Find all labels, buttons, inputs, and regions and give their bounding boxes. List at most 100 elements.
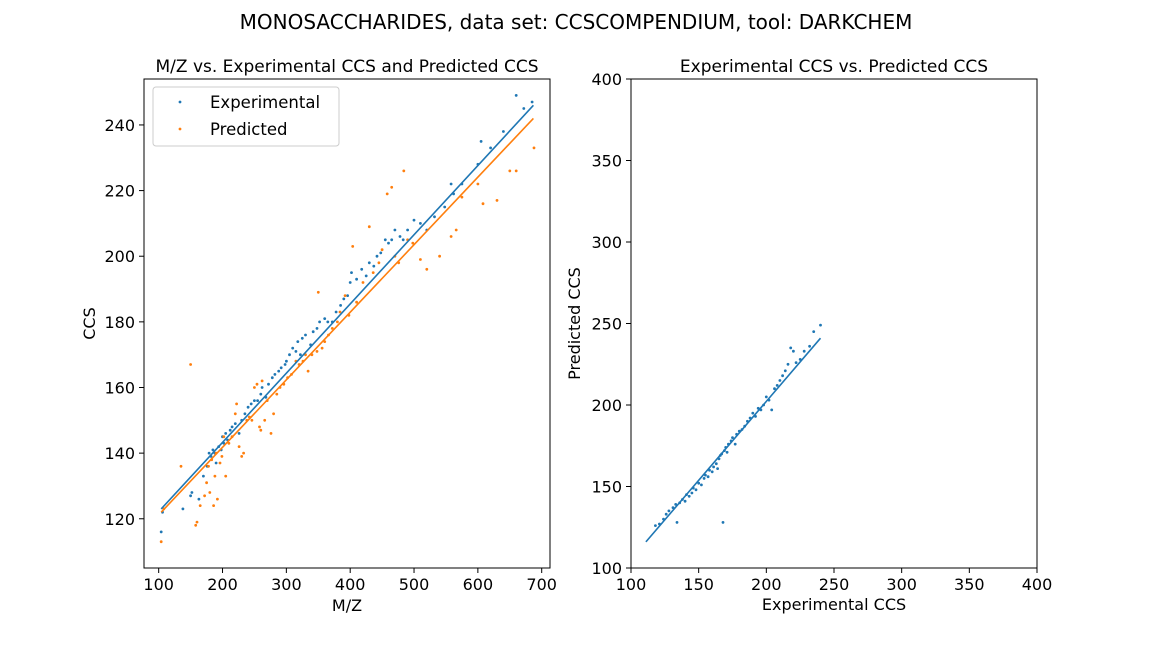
left-series-1-point <box>275 392 279 396</box>
left-series-0-point <box>243 412 247 416</box>
left-chart-fit-lines <box>160 104 534 513</box>
right-series-0-point <box>783 369 787 373</box>
y-tick-label: 350 <box>591 152 622 171</box>
right-series-0-point <box>792 349 795 353</box>
right-series-0-point <box>714 462 718 466</box>
left-series-0-point <box>379 251 383 255</box>
left-series-1-point <box>269 432 273 435</box>
left-series-0-point <box>406 228 409 232</box>
right-series-0-point <box>683 499 687 503</box>
left-series-1-point <box>263 418 267 422</box>
y-tick-label: 250 <box>591 315 622 334</box>
left-chart: M/Z vs. Experimental CCS and Predicted C… <box>80 57 557 615</box>
left-series-1-point <box>449 235 453 238</box>
left-series-0-point <box>189 494 193 498</box>
left-series-1-point <box>343 294 347 297</box>
right-series-0-point <box>731 436 734 439</box>
left-series-0-point <box>277 369 281 373</box>
right-chart-fit-lines <box>645 337 822 543</box>
left-series-0-point <box>339 304 342 307</box>
right-series-0-point <box>789 346 793 350</box>
right-chart-y-label: Predicted CCS <box>565 267 584 380</box>
left-series-0-point <box>181 507 185 511</box>
left-series-1-fit-line <box>160 117 534 513</box>
right-series-0-point <box>725 450 729 454</box>
x-tick-label: 500 <box>399 575 430 594</box>
legend-predicted-label: Predicted <box>210 120 287 139</box>
left-series-0-point <box>211 448 215 452</box>
x-tick-label: 100 <box>143 575 174 594</box>
left-series-0-point <box>346 294 349 297</box>
right-series-0-point <box>721 521 725 524</box>
left-series-1-point <box>207 464 210 468</box>
left-series-1-point <box>198 504 202 507</box>
left-series-0-point <box>383 238 387 242</box>
left-series-0-point <box>401 238 405 242</box>
legend-predicted-marker <box>178 127 182 131</box>
left-series-1-point <box>351 245 355 248</box>
left-series-1-point <box>306 369 310 373</box>
right-series-0-point <box>706 475 710 479</box>
left-series-1-point <box>237 445 241 448</box>
left-series-1-point <box>227 441 231 445</box>
left-series-1-point <box>371 271 375 274</box>
left-series-1-point <box>377 261 381 265</box>
left-series-1-point <box>260 379 264 383</box>
left-series-0-point <box>393 228 397 232</box>
right-series-0-point <box>697 481 701 485</box>
left-chart-frame <box>143 78 551 569</box>
left-series-0-point <box>304 333 307 337</box>
right-series-0-point <box>773 387 776 391</box>
left-series-1-point <box>179 464 183 468</box>
figure-suptitle: MONOSACCHARIDES, data set: CCSCOMPENDIUM… <box>240 10 913 34</box>
right-series-0-point <box>819 323 822 327</box>
right-series-0-point <box>786 362 790 366</box>
left-series-1-point <box>380 248 384 252</box>
left-series-1-point <box>194 523 198 527</box>
x-tick-label: 400 <box>335 575 366 594</box>
x-tick-label: 600 <box>463 575 494 594</box>
left-series-0-point <box>502 130 505 133</box>
left-series-0-point <box>443 205 447 209</box>
left-series-1-point <box>195 520 199 524</box>
left-series-1-point <box>250 418 254 422</box>
left-series-1-point <box>330 327 334 330</box>
right-chart-points <box>654 323 822 527</box>
left-series-0-point <box>300 336 304 340</box>
left-series-1-point <box>218 461 222 465</box>
right-chart-title: Experimental CCS vs. Predicted CCS <box>680 57 988 77</box>
right-series-0-point <box>794 361 798 364</box>
right-chart-x-ticks: 100 150 200 250 300 350 400 <box>616 568 1052 594</box>
legend-experimental-label: Experimental <box>210 93 320 112</box>
left-series-0-point <box>202 474 205 478</box>
left-chart-points <box>159 94 536 544</box>
left-series-0-fit-line <box>160 104 534 510</box>
x-tick-label: 700 <box>526 575 557 594</box>
left-series-0-point <box>398 235 402 238</box>
x-tick-label: 100 <box>616 575 647 594</box>
left-series-0-point <box>326 320 330 324</box>
left-series-1-point <box>402 169 406 173</box>
legend-frame <box>152 86 340 147</box>
left-series-1-point <box>212 504 216 507</box>
right-series-0-point <box>764 395 768 399</box>
y-tick-label: 100 <box>591 559 622 578</box>
left-series-0-point <box>230 425 234 429</box>
left-series-1-point <box>481 202 485 206</box>
y-tick-label: 200 <box>591 396 622 415</box>
left-series-1-point <box>476 182 480 186</box>
y-tick-label: 160 <box>104 378 135 397</box>
left-series-0-point <box>342 297 346 301</box>
left-series-0-point <box>323 317 327 320</box>
left-series-0-point <box>367 261 371 265</box>
right-series-0-point <box>710 470 714 474</box>
right-series-0-point <box>675 521 679 524</box>
left-series-0-point <box>224 432 228 435</box>
x-tick-label: 300 <box>271 575 302 594</box>
right-series-0-point <box>770 408 774 412</box>
left-chart-y-ticks: 120 140 160 180 200 220 240 <box>104 116 144 529</box>
left-series-1-point <box>532 146 536 150</box>
right-series-0-point <box>712 465 715 469</box>
left-series-1-point <box>390 185 394 189</box>
left-series-0-point <box>246 405 250 409</box>
